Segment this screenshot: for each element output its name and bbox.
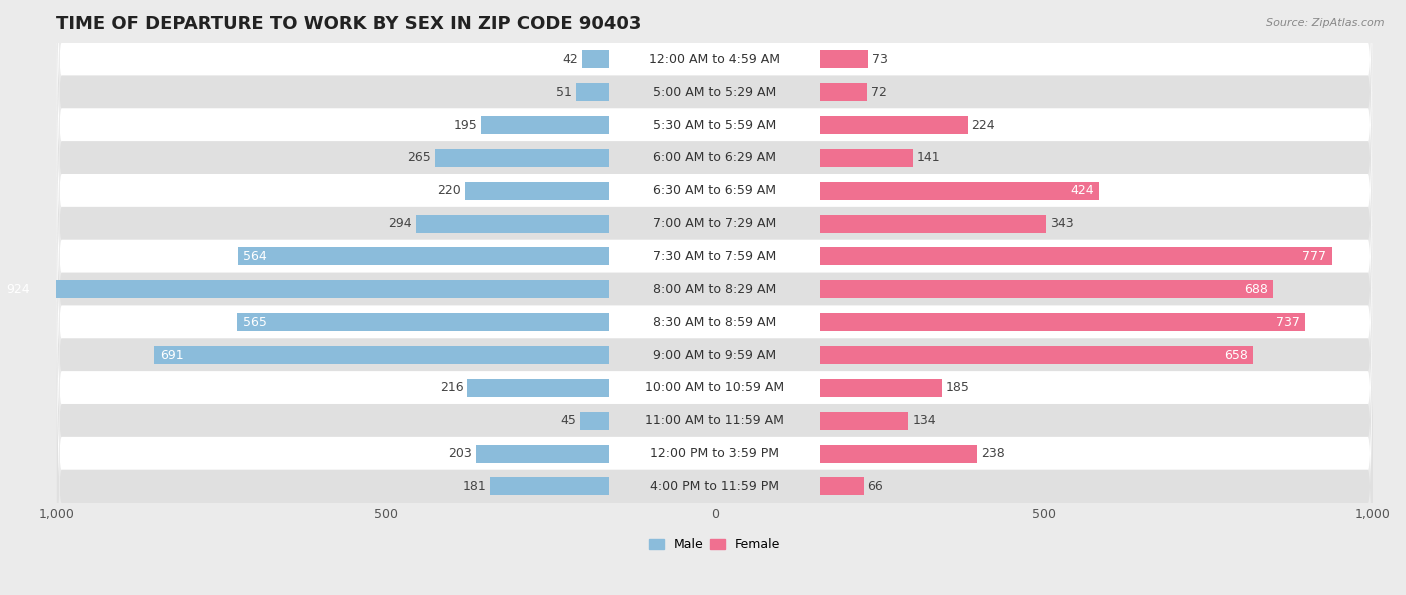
Text: 8:30 AM to 8:59 AM: 8:30 AM to 8:59 AM — [654, 316, 776, 328]
Bar — [481, 116, 609, 134]
Bar — [475, 444, 609, 463]
Text: 134: 134 — [912, 414, 936, 427]
Bar — [820, 181, 1099, 200]
Text: 777: 777 — [1302, 250, 1326, 263]
Bar — [464, 181, 609, 200]
Text: 9:00 AM to 9:59 AM: 9:00 AM to 9:59 AM — [654, 349, 776, 362]
FancyBboxPatch shape — [56, 0, 1374, 371]
Bar — [820, 248, 1331, 265]
Bar — [434, 149, 609, 167]
Text: 51: 51 — [555, 86, 572, 99]
FancyBboxPatch shape — [56, 0, 1374, 437]
FancyBboxPatch shape — [56, 0, 1374, 305]
Text: 343: 343 — [1050, 217, 1073, 230]
Text: 185: 185 — [946, 381, 970, 394]
Text: 265: 265 — [408, 151, 432, 164]
Text: 181: 181 — [463, 480, 486, 493]
Bar — [582, 51, 609, 68]
Text: 691: 691 — [160, 349, 183, 362]
FancyBboxPatch shape — [56, 240, 1374, 595]
Text: 45: 45 — [560, 414, 576, 427]
Text: 216: 216 — [440, 381, 463, 394]
Text: 6:30 AM to 6:59 AM: 6:30 AM to 6:59 AM — [654, 184, 776, 198]
Text: 6:00 AM to 6:29 AM: 6:00 AM to 6:29 AM — [654, 151, 776, 164]
Text: 72: 72 — [872, 86, 887, 99]
Bar — [820, 477, 863, 496]
Bar — [820, 444, 977, 463]
FancyBboxPatch shape — [56, 10, 1374, 503]
FancyBboxPatch shape — [56, 76, 1374, 568]
Text: TIME OF DEPARTURE TO WORK BY SEX IN ZIP CODE 90403: TIME OF DEPARTURE TO WORK BY SEX IN ZIP … — [56, 15, 641, 33]
Text: 220: 220 — [437, 184, 461, 198]
Bar — [579, 412, 609, 430]
Text: 7:30 AM to 7:59 AM: 7:30 AM to 7:59 AM — [654, 250, 776, 263]
Text: 5:30 AM to 5:59 AM: 5:30 AM to 5:59 AM — [654, 118, 776, 131]
FancyBboxPatch shape — [56, 142, 1374, 595]
Text: 238: 238 — [981, 447, 1004, 460]
Text: 564: 564 — [243, 250, 267, 263]
Bar — [238, 248, 609, 265]
Text: 565: 565 — [243, 316, 267, 328]
Text: Source: ZipAtlas.com: Source: ZipAtlas.com — [1267, 18, 1385, 28]
Bar — [238, 313, 609, 331]
Text: 73: 73 — [872, 53, 889, 66]
Text: 737: 737 — [1277, 316, 1301, 328]
Text: 658: 658 — [1225, 349, 1249, 362]
Text: 4:00 PM to 11:59 PM: 4:00 PM to 11:59 PM — [650, 480, 779, 493]
Bar — [820, 412, 908, 430]
Legend: Male, Female: Male, Female — [644, 534, 786, 556]
Text: 424: 424 — [1070, 184, 1094, 198]
Text: 141: 141 — [917, 151, 941, 164]
FancyBboxPatch shape — [56, 0, 1374, 404]
FancyBboxPatch shape — [56, 208, 1374, 595]
Bar — [820, 280, 1272, 298]
Bar — [576, 83, 609, 101]
Text: 195: 195 — [453, 118, 477, 131]
Text: 224: 224 — [972, 118, 995, 131]
Text: 8:00 AM to 8:29 AM: 8:00 AM to 8:29 AM — [654, 283, 776, 296]
Text: 294: 294 — [388, 217, 412, 230]
Text: 5:00 AM to 5:29 AM: 5:00 AM to 5:29 AM — [654, 86, 776, 99]
FancyBboxPatch shape — [56, 175, 1374, 595]
Text: 12:00 PM to 3:59 PM: 12:00 PM to 3:59 PM — [650, 447, 779, 460]
FancyBboxPatch shape — [56, 43, 1374, 536]
Bar — [416, 215, 609, 233]
Bar — [820, 116, 967, 134]
Bar — [820, 83, 868, 101]
Bar — [820, 379, 942, 397]
Bar — [820, 346, 1253, 364]
Bar — [155, 346, 609, 364]
Text: 924: 924 — [7, 283, 30, 296]
Text: 7:00 AM to 7:29 AM: 7:00 AM to 7:29 AM — [654, 217, 776, 230]
FancyBboxPatch shape — [56, 0, 1374, 339]
Text: 688: 688 — [1244, 283, 1268, 296]
Text: 12:00 AM to 4:59 AM: 12:00 AM to 4:59 AM — [650, 53, 780, 66]
Text: 11:00 AM to 11:59 AM: 11:00 AM to 11:59 AM — [645, 414, 785, 427]
Bar — [491, 477, 609, 496]
Text: 10:00 AM to 10:59 AM: 10:00 AM to 10:59 AM — [645, 381, 785, 394]
FancyBboxPatch shape — [56, 0, 1374, 469]
Bar — [820, 51, 868, 68]
Bar — [467, 379, 609, 397]
Bar — [820, 313, 1305, 331]
Bar — [820, 215, 1046, 233]
FancyBboxPatch shape — [56, 109, 1374, 595]
Text: 66: 66 — [868, 480, 883, 493]
Text: 42: 42 — [562, 53, 578, 66]
Bar — [820, 149, 912, 167]
Bar — [1, 280, 609, 298]
Text: 203: 203 — [449, 447, 472, 460]
